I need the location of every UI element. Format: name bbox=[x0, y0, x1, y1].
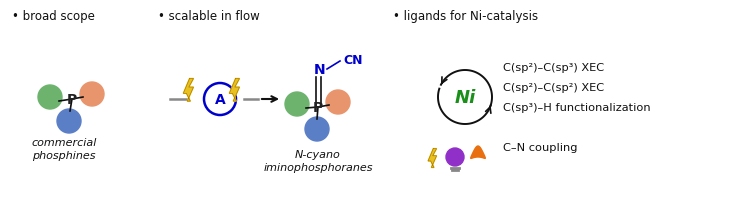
Text: • ligands for Ni-catalysis: • ligands for Ni-catalysis bbox=[393, 10, 538, 23]
Polygon shape bbox=[230, 79, 239, 102]
Text: • scalable in flow: • scalable in flow bbox=[158, 10, 260, 23]
Circle shape bbox=[446, 148, 464, 166]
Text: C(sp²)–C(sp²) XEC: C(sp²)–C(sp²) XEC bbox=[503, 83, 604, 93]
Polygon shape bbox=[183, 79, 194, 102]
Circle shape bbox=[326, 90, 350, 115]
Circle shape bbox=[38, 86, 62, 109]
Circle shape bbox=[80, 83, 104, 106]
Polygon shape bbox=[471, 146, 485, 159]
Text: • broad scope: • broad scope bbox=[12, 10, 94, 23]
Circle shape bbox=[285, 93, 309, 116]
Text: P: P bbox=[313, 101, 323, 115]
Text: C–N coupling: C–N coupling bbox=[503, 142, 578, 152]
Text: C(sp³)–H functionalization: C(sp³)–H functionalization bbox=[503, 102, 650, 113]
Polygon shape bbox=[428, 149, 436, 168]
Text: C(sp²)–C(sp³) XEC: C(sp²)–C(sp³) XEC bbox=[503, 63, 604, 73]
Text: Ni: Ni bbox=[454, 88, 476, 106]
Text: CN: CN bbox=[343, 53, 362, 66]
Text: P: P bbox=[67, 93, 77, 106]
Text: A: A bbox=[214, 93, 225, 106]
Text: N: N bbox=[314, 63, 326, 77]
Text: N-cyano
iminophosphoranes: N-cyano iminophosphoranes bbox=[263, 149, 373, 172]
Text: commercial
phosphines: commercial phosphines bbox=[32, 137, 97, 160]
Circle shape bbox=[57, 109, 81, 133]
Circle shape bbox=[305, 117, 329, 141]
